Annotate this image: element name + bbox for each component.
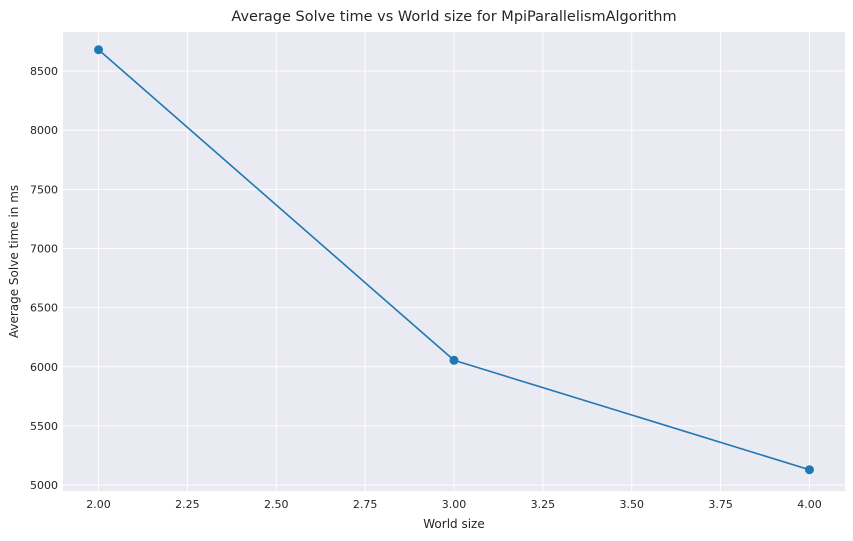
grid-lines bbox=[63, 32, 845, 491]
x-tick-label: 3.25 bbox=[531, 498, 556, 511]
x-tick-label: 3.75 bbox=[708, 498, 733, 511]
x-tick-label: 2.25 bbox=[175, 498, 200, 511]
x-axis-label: World size bbox=[423, 517, 484, 531]
chart-title: Average Solve time vs World size for Mpi… bbox=[231, 9, 676, 25]
x-tick-label: 3.00 bbox=[442, 498, 467, 511]
y-tick-label: 7000 bbox=[30, 242, 58, 255]
y-tick-label: 5000 bbox=[30, 479, 58, 492]
x-tick-label: 3.50 bbox=[619, 498, 644, 511]
y-tick-label: 8500 bbox=[30, 65, 58, 78]
series-layer bbox=[94, 45, 814, 475]
data-point bbox=[94, 45, 104, 55]
x-tick-label: 2.00 bbox=[86, 498, 111, 511]
tick-labels: 2.00 2.25 2.50 2.75 3.00 3.25 3.50 3.75 4.00 5000… bbox=[30, 65, 822, 511]
x-tick-label: 2.50 bbox=[264, 498, 289, 511]
y-tick-label: 6500 bbox=[30, 302, 58, 315]
y-axis-label: Average Solve time in ms bbox=[7, 185, 21, 338]
data-point bbox=[804, 465, 814, 475]
data-point bbox=[449, 355, 459, 365]
x-tick-label: 2.75 bbox=[353, 498, 378, 511]
x-tick-label: 4.00 bbox=[797, 498, 822, 511]
y-tick-label: 6000 bbox=[30, 361, 58, 374]
y-tick-label: 8000 bbox=[30, 124, 58, 137]
y-tick-label: 5500 bbox=[30, 420, 58, 433]
y-tick-label: 7500 bbox=[30, 183, 58, 196]
